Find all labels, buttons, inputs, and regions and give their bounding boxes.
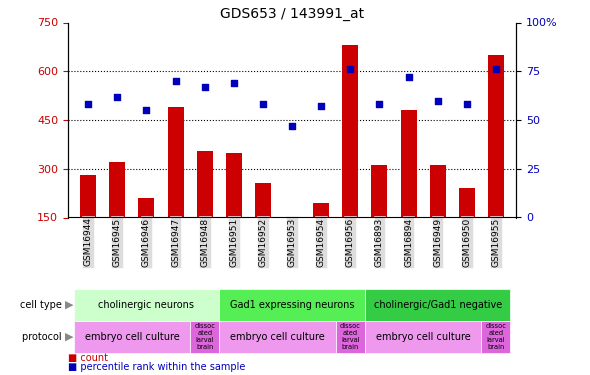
Bar — [313, 203, 329, 217]
Text: GSM16944: GSM16944 — [84, 217, 93, 267]
Text: dissoc
ated
larval
brain: dissoc ated larval brain — [486, 323, 506, 350]
Bar — [109, 162, 125, 218]
Point — [229, 80, 238, 86]
Point — [200, 84, 209, 90]
Bar — [80, 175, 96, 217]
Bar — [219, 321, 336, 352]
Bar — [74, 321, 190, 352]
Text: GSM16948: GSM16948 — [200, 217, 209, 267]
Point — [346, 66, 355, 72]
Bar — [190, 321, 219, 352]
Text: dissoc
ated
larval
brain: dissoc ated larval brain — [194, 323, 215, 350]
Text: embryo cell culture: embryo cell culture — [230, 332, 325, 342]
Text: protocol: protocol — [22, 332, 65, 342]
Text: GSM16954: GSM16954 — [317, 217, 326, 267]
Bar — [168, 107, 183, 218]
Bar — [139, 198, 155, 217]
Bar — [284, 217, 300, 219]
Point — [84, 101, 93, 107]
Text: cholinergic/Gad1 negative: cholinergic/Gad1 negative — [373, 300, 502, 310]
Point — [462, 101, 471, 107]
Text: GSM16945: GSM16945 — [113, 217, 122, 267]
Bar — [74, 289, 219, 321]
Bar — [365, 321, 481, 352]
Text: GSM16956: GSM16956 — [346, 217, 355, 267]
Text: GSM16951: GSM16951 — [230, 217, 238, 267]
Bar — [196, 151, 213, 217]
Point — [113, 94, 122, 100]
Point — [171, 78, 181, 84]
Bar — [430, 165, 445, 218]
Bar — [342, 45, 358, 218]
Point — [258, 101, 268, 107]
Bar — [459, 188, 475, 218]
Text: GSM16893: GSM16893 — [375, 217, 384, 267]
Text: GSM16947: GSM16947 — [171, 217, 180, 267]
Text: embryo cell culture: embryo cell culture — [84, 332, 179, 342]
Point — [404, 74, 413, 80]
Bar — [401, 110, 417, 218]
Text: GSM16949: GSM16949 — [433, 217, 442, 267]
Text: GSM16894: GSM16894 — [404, 217, 413, 267]
Bar — [219, 289, 365, 321]
Bar — [371, 165, 388, 218]
Bar — [226, 153, 242, 218]
Text: GSM16952: GSM16952 — [258, 217, 267, 267]
Text: ▶: ▶ — [65, 300, 73, 310]
Point — [287, 123, 297, 129]
Text: dissoc
ated
larval
brain: dissoc ated larval brain — [340, 323, 360, 350]
Text: cell type: cell type — [20, 300, 65, 310]
Point — [375, 101, 384, 107]
Bar — [481, 321, 510, 352]
Text: GSM16953: GSM16953 — [287, 217, 297, 267]
Point — [316, 104, 326, 110]
Text: Gad1 expressing neurons: Gad1 expressing neurons — [230, 300, 355, 310]
Point — [491, 66, 500, 72]
Title: GDS653 / 143991_at: GDS653 / 143991_at — [220, 8, 364, 21]
Text: ■ count: ■ count — [68, 353, 108, 363]
Text: GSM16950: GSM16950 — [462, 217, 471, 267]
Bar — [336, 321, 365, 352]
Bar — [255, 183, 271, 218]
Text: GSM16946: GSM16946 — [142, 217, 151, 267]
Text: cholinergic neurons: cholinergic neurons — [99, 300, 195, 310]
Text: ■ percentile rank within the sample: ■ percentile rank within the sample — [68, 363, 245, 372]
Point — [142, 107, 151, 113]
Point — [433, 98, 442, 104]
Bar — [365, 289, 510, 321]
Bar — [488, 55, 504, 217]
Text: ▶: ▶ — [65, 332, 73, 342]
Text: embryo cell culture: embryo cell culture — [376, 332, 470, 342]
Text: GSM16955: GSM16955 — [491, 217, 500, 267]
